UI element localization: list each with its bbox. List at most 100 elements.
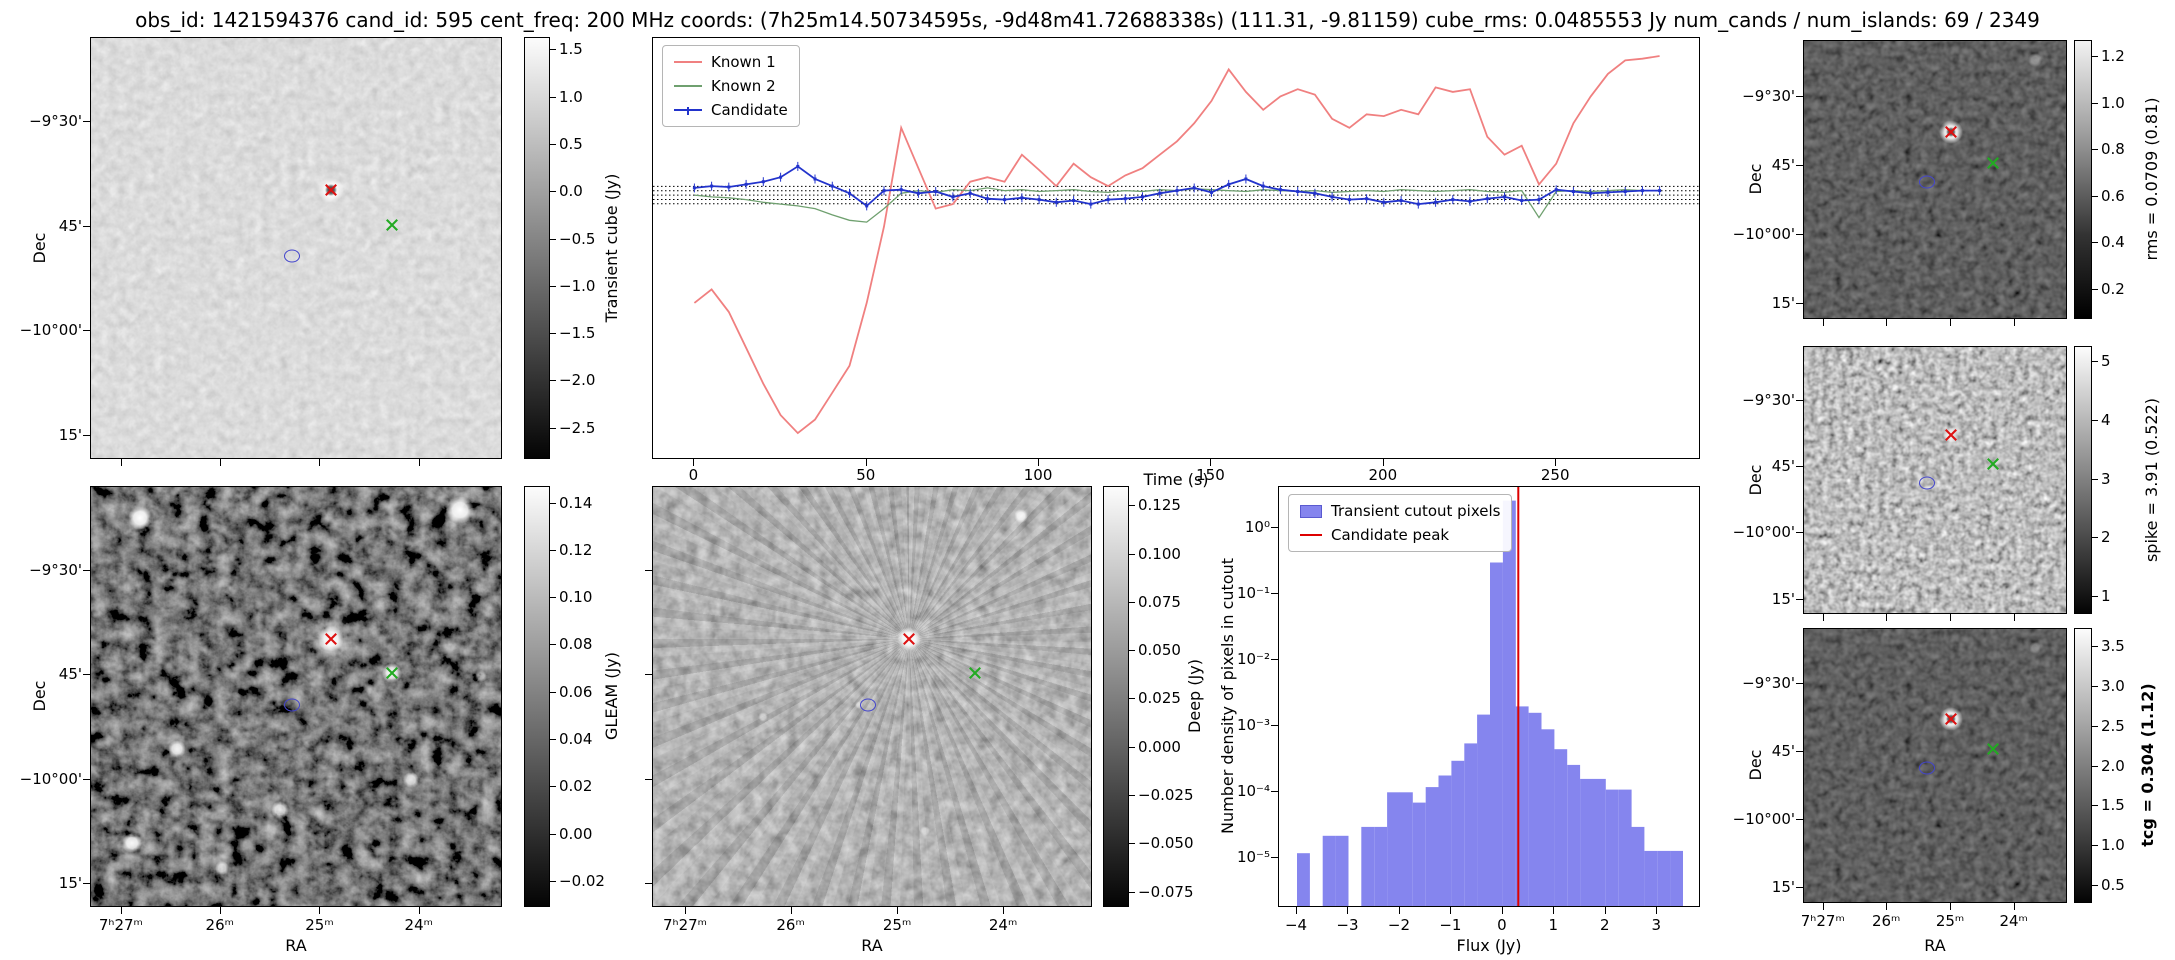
colorbar-tick-label: 0.2 bbox=[2101, 279, 2125, 298]
colorbar-tick-label: 0.14 bbox=[559, 493, 593, 512]
ra-tick bbox=[418, 907, 420, 914]
colorbar-tick bbox=[2092, 288, 2098, 290]
colorbar-tick-label: −0.025 bbox=[1138, 785, 1194, 804]
transient-colorbar-label: Transient cube (Jy) bbox=[602, 173, 621, 323]
dec-tick bbox=[83, 674, 90, 676]
flux-axis-tick bbox=[1296, 907, 1297, 914]
flux-axis-tick bbox=[1604, 907, 1606, 914]
time-axis-tick-label: 0 bbox=[688, 466, 699, 484]
flux-axis-tick-label: 0 bbox=[1497, 916, 1507, 934]
colorbar-tick bbox=[2092, 596, 2098, 598]
candidate-x-marker bbox=[324, 633, 337, 646]
dec-tick bbox=[83, 225, 90, 227]
flux-axis-tick-label: 3 bbox=[1651, 916, 1662, 934]
dec-tick bbox=[83, 121, 90, 123]
peak-line-sample bbox=[1300, 534, 1322, 536]
ra-tick bbox=[1886, 903, 1888, 910]
candidate-x-marker bbox=[1944, 713, 1957, 726]
time-axis-tick bbox=[693, 459, 695, 466]
density-axis-tick bbox=[1271, 526, 1278, 528]
ra-tick bbox=[1886, 319, 1888, 326]
colorbar-tick bbox=[2092, 685, 2098, 687]
colorbar-tick bbox=[1129, 891, 1135, 893]
colorbar-tick bbox=[1129, 601, 1135, 603]
density-axis-tick bbox=[1271, 725, 1278, 727]
colorbar-tick-label: 1.5 bbox=[2101, 796, 2125, 815]
ra-axis-label: RA bbox=[861, 936, 883, 955]
ra-tick bbox=[897, 907, 899, 914]
ra-tick-label: 7ʰ27ᵐ bbox=[98, 916, 143, 934]
ra-tick bbox=[1950, 614, 1952, 621]
noise-texture bbox=[91, 487, 501, 906]
time-axis-tick bbox=[1382, 459, 1384, 466]
colorbar-tick-label: 0.000 bbox=[1138, 737, 1181, 756]
colorbar-tick-label: 1.0 bbox=[2101, 93, 2125, 112]
dec-tick-label: 45' bbox=[58, 216, 82, 235]
ra-tick bbox=[120, 459, 122, 466]
colorbar-tick-label: 5 bbox=[2101, 351, 2111, 370]
dec-tick-label: 15' bbox=[1771, 589, 1795, 608]
flux-axis-tick bbox=[1450, 907, 1452, 914]
ra-tick-label: 26ᵐ bbox=[1871, 912, 1901, 930]
dec-tick-label: −10°00' bbox=[19, 321, 82, 340]
source-blob bbox=[122, 833, 142, 854]
ra-tick-label: 24ᵐ bbox=[988, 916, 1018, 934]
dec-tick-label: 15' bbox=[1771, 878, 1795, 897]
colorbar-tick bbox=[1129, 698, 1135, 700]
ra-tick bbox=[1003, 907, 1005, 914]
colorbar-tick bbox=[2092, 102, 2098, 104]
colorbar-tick bbox=[2092, 645, 2098, 647]
noise-texture bbox=[1804, 347, 2066, 613]
histogram-patch-sample bbox=[1300, 504, 1322, 518]
colorbar-tick-label: −0.050 bbox=[1138, 834, 1194, 853]
dec-tick bbox=[1796, 683, 1803, 684]
source-blob bbox=[2028, 642, 2041, 655]
colorbar-tick-label: 0.02 bbox=[559, 777, 593, 796]
density-axis-tick bbox=[1271, 791, 1278, 793]
ra-axis-label: RA bbox=[285, 936, 307, 955]
spike-colorbar bbox=[2074, 346, 2092, 614]
deep-image bbox=[652, 486, 1092, 907]
colorbar-tick-label: 0.04 bbox=[559, 730, 593, 749]
colorbar-tick-label: −0.5 bbox=[559, 229, 596, 248]
colorbar-tick-label: 2.5 bbox=[2101, 716, 2125, 735]
colorbar-tick-label: 0.100 bbox=[1138, 544, 1181, 563]
candidate-x-marker bbox=[1944, 126, 1957, 139]
colorbar-tick bbox=[2092, 725, 2098, 727]
legend-item-known1: Known 1 bbox=[674, 53, 788, 71]
ra-tick-label: 25ᵐ bbox=[305, 916, 334, 934]
colorbar-tick bbox=[550, 238, 556, 240]
time-axis-tick bbox=[1210, 459, 1212, 466]
figure-title: obs_id: 1421594376 cand_id: 595 cent_fre… bbox=[135, 8, 2040, 32]
density-axis-tick-label: 10⁻² bbox=[1236, 650, 1270, 669]
ra-tick-label: 26ᵐ bbox=[776, 916, 805, 934]
colorbar-tick bbox=[1129, 794, 1135, 796]
colorbar-tick-label: 4 bbox=[2101, 410, 2111, 429]
dec-tick bbox=[1796, 399, 1803, 401]
dec-tick-label: 15' bbox=[58, 425, 82, 444]
legend-label: Known 1 bbox=[711, 53, 776, 71]
dec-tick bbox=[1796, 95, 1803, 97]
ra-tick bbox=[1886, 614, 1888, 621]
transient-cube-image bbox=[90, 37, 502, 459]
dec-axis-label: Dec bbox=[30, 232, 49, 264]
ra-tick bbox=[1950, 903, 1952, 910]
source-blob bbox=[854, 700, 863, 709]
ra-tick-label: 7ʰ27ᵐ bbox=[1800, 912, 1845, 930]
island-circle-marker bbox=[283, 698, 300, 712]
flux-histogram-plot bbox=[1297, 487, 1683, 906]
time-axis-tick-label: 100 bbox=[1023, 466, 1053, 484]
time-axis-tick-label: 50 bbox=[856, 466, 876, 484]
colorbar-tick-label: −0.075 bbox=[1138, 882, 1194, 901]
colorbar-tick-label: 0.050 bbox=[1138, 641, 1181, 660]
ra-tick bbox=[219, 459, 221, 466]
dec-tick bbox=[83, 434, 90, 436]
ra-tick-label: 24ᵐ bbox=[404, 916, 433, 934]
colorbar-tick-label: 3.5 bbox=[2101, 636, 2125, 655]
source-blob bbox=[919, 825, 930, 836]
ra-tick bbox=[1822, 614, 1824, 621]
density-axis-tick-label: 10⁻³ bbox=[1236, 716, 1270, 735]
colorbar-tick bbox=[2092, 242, 2098, 244]
dec-tick-label: −9°30' bbox=[1742, 390, 1795, 409]
time-axis-tick bbox=[865, 459, 867, 466]
